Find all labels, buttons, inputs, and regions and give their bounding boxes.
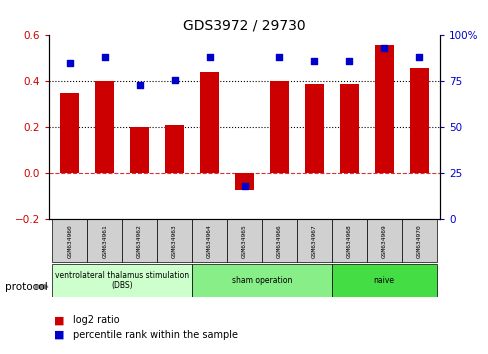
Bar <box>52 219 87 262</box>
Bar <box>234 173 254 189</box>
Text: GSM634966: GSM634966 <box>276 224 282 258</box>
Text: naive: naive <box>373 276 394 285</box>
Bar <box>366 219 401 262</box>
Text: GSM634960: GSM634960 <box>67 224 72 258</box>
Bar <box>339 84 358 173</box>
Text: ■: ■ <box>54 330 64 339</box>
Bar <box>331 219 366 262</box>
Point <box>240 183 248 189</box>
Point <box>66 60 74 66</box>
Bar <box>304 84 323 173</box>
Text: GSM634967: GSM634967 <box>311 224 316 258</box>
Text: sham operation: sham operation <box>231 276 291 285</box>
Bar <box>200 72 219 173</box>
Bar <box>95 81 114 173</box>
Text: GSM634963: GSM634963 <box>172 224 177 258</box>
Point <box>275 55 283 60</box>
Point <box>310 58 318 64</box>
Bar <box>226 219 262 262</box>
Bar <box>122 219 157 262</box>
Bar <box>157 219 192 262</box>
Point <box>414 55 422 60</box>
Bar <box>262 219 296 262</box>
Text: GSM634969: GSM634969 <box>381 224 386 258</box>
Text: protocol: protocol <box>5 282 47 292</box>
Bar <box>192 219 226 262</box>
Bar <box>269 81 288 173</box>
Point <box>136 82 143 88</box>
Text: percentile rank within the sample: percentile rank within the sample <box>73 330 238 339</box>
Text: GSM634965: GSM634965 <box>242 224 246 258</box>
Text: GSM634961: GSM634961 <box>102 224 107 258</box>
Bar <box>87 219 122 262</box>
Point <box>205 55 213 60</box>
Text: ■: ■ <box>54 315 64 325</box>
Bar <box>52 264 192 297</box>
Text: log2 ratio: log2 ratio <box>73 315 120 325</box>
Bar <box>296 219 331 262</box>
Bar <box>409 68 428 173</box>
Point <box>345 58 352 64</box>
Text: GSM634964: GSM634964 <box>206 224 212 258</box>
Text: GSM634968: GSM634968 <box>346 224 351 258</box>
Text: GSM634962: GSM634962 <box>137 224 142 258</box>
Bar <box>130 127 149 173</box>
Text: GSM634970: GSM634970 <box>416 224 421 258</box>
Text: ventrolateral thalamus stimulation
(DBS): ventrolateral thalamus stimulation (DBS) <box>55 271 189 290</box>
Bar <box>192 264 331 297</box>
Title: GDS3972 / 29730: GDS3972 / 29730 <box>183 19 305 33</box>
Bar <box>165 125 184 173</box>
Point <box>380 45 387 51</box>
Bar <box>331 264 436 297</box>
Bar <box>374 45 393 173</box>
Point <box>101 55 108 60</box>
Bar <box>401 219 436 262</box>
Bar <box>60 93 80 173</box>
Point <box>170 77 178 82</box>
